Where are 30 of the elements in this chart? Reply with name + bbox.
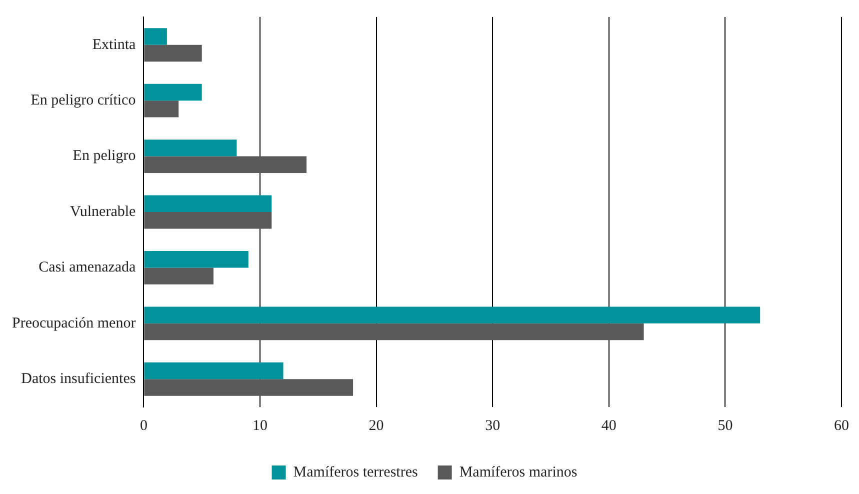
bar — [144, 100, 179, 118]
x-tick-label: 60 — [834, 418, 849, 434]
bar — [144, 140, 237, 156]
bar — [144, 362, 284, 380]
bar — [144, 323, 644, 340]
x-tick-label: 40 — [601, 418, 616, 434]
x-tick-label: 0 — [140, 418, 148, 434]
bar — [144, 156, 307, 173]
bar — [144, 251, 248, 268]
bar — [144, 84, 202, 101]
y-tick-label: Datos insuficientes — [21, 371, 136, 388]
y-tick-label: Extinta — [92, 36, 136, 53]
legend-label: Mamíferos marinos — [459, 464, 578, 480]
y-tick-label: Casi amenazada — [38, 260, 136, 276]
x-tick-label: 10 — [252, 418, 268, 434]
x-tick-label: 50 — [718, 418, 733, 434]
y-tick-label: Preocupación menor — [12, 315, 136, 332]
bar — [144, 306, 760, 324]
bar — [144, 268, 214, 284]
y-tick-label: En peligro crítico — [30, 92, 136, 109]
y-tick-label: En peligro — [72, 148, 136, 164]
bar — [144, 28, 167, 45]
bar — [144, 212, 272, 229]
legend-label: Mamíferos terrestres — [293, 464, 418, 480]
x-tick-label: 30 — [485, 418, 500, 434]
bar — [144, 379, 354, 396]
bar — [144, 44, 202, 62]
bar — [144, 195, 272, 212]
y-tick-label: Vulnerable — [70, 204, 136, 220]
x-tick-label: 20 — [368, 418, 384, 434]
